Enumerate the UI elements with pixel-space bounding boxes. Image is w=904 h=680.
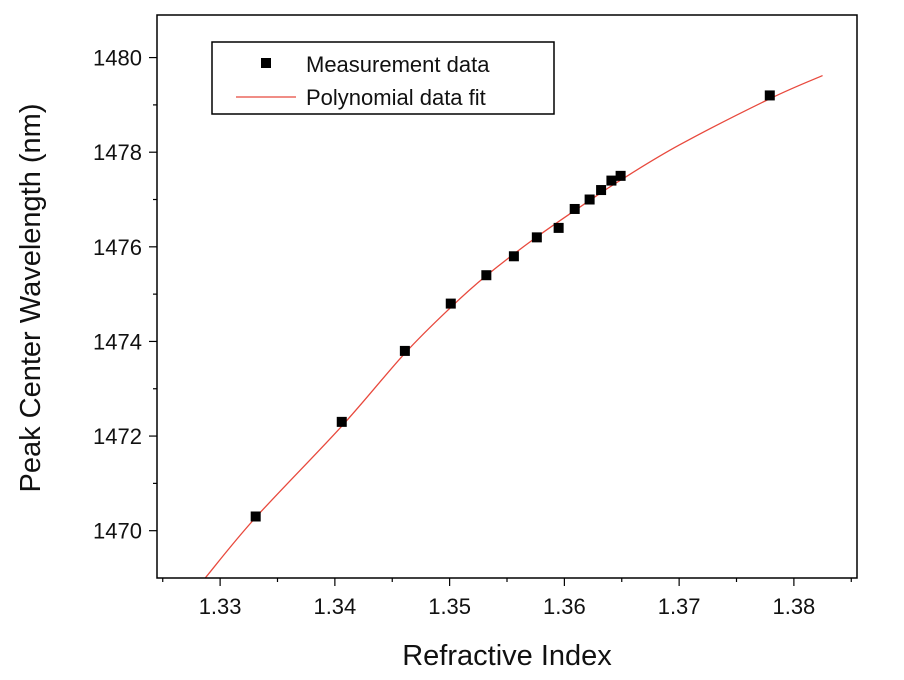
y-tick-label: 1478 — [93, 140, 142, 165]
fit-line — [204, 74, 823, 578]
y-tick-label: 1480 — [93, 46, 142, 71]
legend-label-measurement: Measurement data — [306, 52, 490, 77]
y-axis-title: Peak Center Wavelength (nm) — [15, 104, 47, 493]
y-tick-label: 1476 — [93, 235, 142, 260]
legend-marker-measurement — [261, 58, 271, 68]
data-point — [569, 203, 580, 214]
plot-area — [204, 74, 823, 578]
data-point — [508, 251, 519, 262]
y-tick-label: 1474 — [93, 329, 142, 354]
x-tick-label: 1.34 — [313, 594, 356, 619]
data-point — [445, 298, 456, 309]
legend-box — [211, 41, 555, 115]
data-point — [481, 270, 492, 281]
data-point — [250, 511, 261, 522]
x-tick-label: 1.38 — [772, 594, 815, 619]
data-point — [584, 194, 595, 205]
data-point — [764, 90, 775, 101]
x-tick-label: 1.35 — [428, 594, 471, 619]
legend: Measurement data Polynomial data fit — [211, 41, 555, 115]
data-point — [399, 345, 410, 356]
y-tick-label: 1470 — [93, 519, 142, 544]
legend-label-fit: Polynomial data fit — [306, 85, 486, 110]
x-tick-label: 1.36 — [543, 594, 586, 619]
data-point — [606, 175, 617, 186]
y-tick-label: 1472 — [93, 424, 142, 449]
data-point — [615, 170, 626, 181]
axes: 1.33 1.34 1.35 1.36 1.37 1.38 1470 1472 1474 1476… — [93, 14, 858, 619]
x-tick-label: 1.33 — [199, 594, 242, 619]
data-point — [336, 416, 347, 427]
data-point — [596, 185, 607, 196]
data-point — [531, 232, 542, 243]
x-tick-label: 1.37 — [658, 594, 701, 619]
x-axis-title: Refractive Index — [402, 640, 612, 672]
data-point — [553, 222, 564, 233]
